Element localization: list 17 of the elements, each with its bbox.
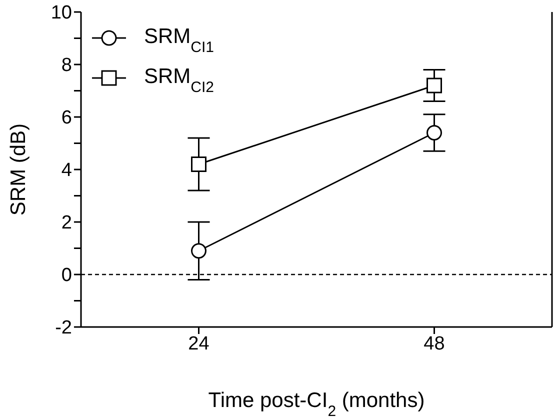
y-tick-label: 4: [61, 160, 72, 182]
y-tick-label: 6: [61, 108, 72, 129]
y-axis-title: SRM (dB): [6, 123, 30, 216]
point: [426, 78, 442, 94]
x-tick-label: 48: [424, 333, 445, 354]
y-tick-label: 10: [50, 2, 72, 24]
y-tick-label: 2: [61, 212, 72, 234]
y-tick-label: -2: [55, 318, 72, 339]
point: [426, 125, 442, 140]
y-tick-label: 8: [61, 55, 72, 76]
x-axis-title: Time post-CI$_{2}$ (months): [208, 389, 425, 420]
point: [191, 156, 206, 172]
legend-label: SRM$_{CI2}$: [144, 65, 214, 96]
y-tick-label: 0: [61, 265, 72, 286]
legend-label: SRM$_{CI1}$: [144, 25, 214, 56]
x-tick-label: 24: [188, 333, 210, 354]
point: [191, 243, 206, 259]
